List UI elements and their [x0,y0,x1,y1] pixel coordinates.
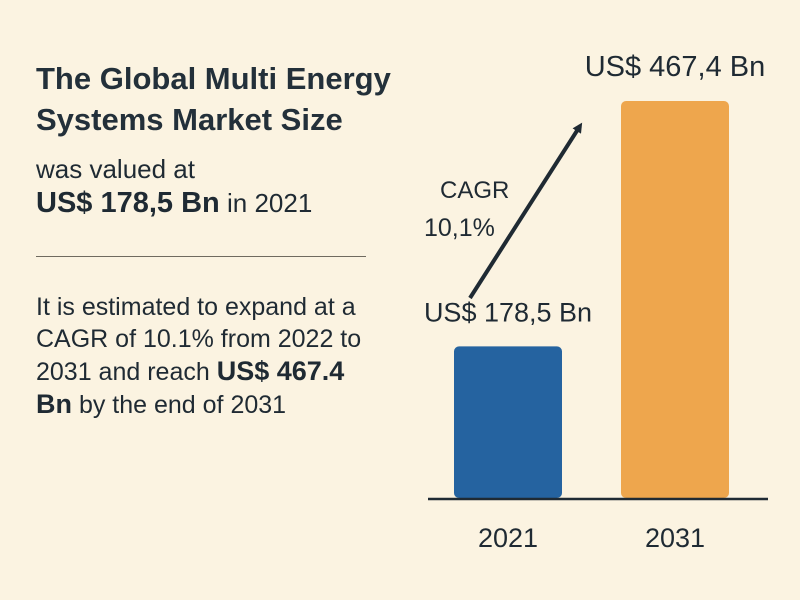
cagr-value: 10,1% [424,214,495,242]
valued-text: was valued at [36,154,195,184]
headline-title-line1: The Global Multi Energy [36,61,391,96]
x-tick-label-2021: 2021 [478,523,538,553]
data-label-2021: US$ 178,5 Bn [424,297,592,327]
expand-tail: by the end of 2031 [72,391,287,419]
bar-2031 [621,101,729,498]
divider [36,256,366,257]
headline-title: The Global Multi Energy Systems Market S… [36,58,396,140]
data-label-2031: US$ 467,4 Bn [585,51,766,83]
valued-year: in 2021 [219,188,313,218]
headline-panel: The Global Multi Energy Systems Market S… [36,58,396,421]
expand-statement: It is estimated to expand at a CAGR of 1… [36,291,376,421]
cagr-label: CAGR [440,177,509,204]
valued-statement: was valued at US$ 178,5 Bn in 2021 [36,152,396,220]
x-tick-label-2031: 2031 [645,523,705,553]
valued-amount: US$ 178,5 Bn [36,187,220,219]
bar-2021 [454,346,562,498]
cagr-arrow [468,122,583,300]
expand-amount: US$ 467.4 Bn [36,356,345,419]
expand-text: It is estimated to expand at a CAGR of 1… [36,293,362,386]
headline-title-line2: Systems Market Size [36,102,343,137]
